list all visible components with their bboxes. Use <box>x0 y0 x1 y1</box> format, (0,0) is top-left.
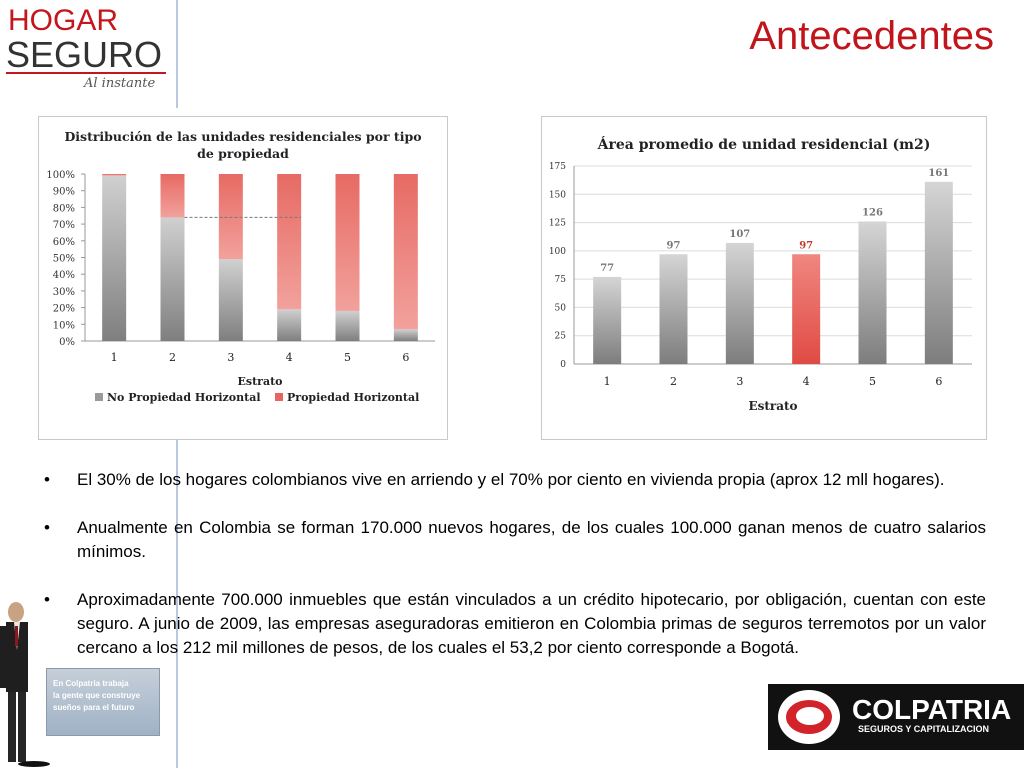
chart1-x-tick-label: 3 <box>227 351 234 364</box>
chart1-title-line1: Distribución de las unidades residencial… <box>64 129 421 144</box>
chart1-x-tick-label: 1 <box>111 351 118 364</box>
chart2-y-tick-label: 0 <box>560 360 566 370</box>
chart1-bar-ph <box>160 174 185 218</box>
chart1-y-tick-label: 90% <box>53 187 75 198</box>
chart1-x-tick-label: 4 <box>286 351 293 364</box>
bullet-text: Anualmente en Colombia se forman 170.000… <box>77 518 986 561</box>
chart2-y-tick-label: 175 <box>549 162 566 172</box>
chart2-data-label: 107 <box>729 229 750 240</box>
chart1-bar-ph <box>393 174 418 330</box>
chart-area: Área promedio de unidad residencial (m2)… <box>541 116 987 440</box>
chart2-y-tick-label: 25 <box>555 332 567 342</box>
chart1-bar-ph <box>102 174 127 176</box>
chart2-bar <box>924 181 953 364</box>
chart1-bar-ph <box>218 174 243 260</box>
left-divider-line <box>176 440 178 768</box>
chart1-y-tick-label: 10% <box>53 320 75 331</box>
bullet-list: • El 30% de los hogares colombianos vive… <box>44 468 986 684</box>
chart2-y-tick-label: 50 <box>555 303 567 313</box>
chart2-data-label: 161 <box>928 168 949 179</box>
header-divider-line <box>176 0 178 108</box>
bullet-text: Aproximadamente 700.000 inmuebles que es… <box>77 590 986 657</box>
bullet-text: El 30% de los hogares colombianos vive e… <box>77 470 945 489</box>
colpatria-brand-sub: SEGUROS Y CAPITALIZACION <box>858 724 990 734</box>
chart2-data-label: 126 <box>862 207 883 218</box>
hogar-seguro-logo: HOGAR SEGURO Al instante <box>6 4 171 99</box>
chart2-bar <box>725 242 754 364</box>
chart2-title: Área promedio de unidad residencial (m2) <box>597 135 931 153</box>
chart2-x-tick-label: 6 <box>935 375 942 388</box>
chart2-x-tick-label: 5 <box>869 375 876 388</box>
logo-underline <box>6 72 166 74</box>
chart-area-svg: Área promedio de unidad residencial (m2)… <box>549 135 972 413</box>
chart2-bar <box>858 221 887 364</box>
sign-line2: la gente que construye <box>53 691 141 700</box>
chart1-y-tick-label: 70% <box>53 220 75 231</box>
chart2-y-tick-label: 150 <box>549 190 566 200</box>
chart1-bar-no-ph <box>218 259 243 341</box>
chart-distribution-svg: Distribución de las unidades residencial… <box>46 129 435 404</box>
colpatria-sign-image: En Colpatria trabaja la gente que constr… <box>46 668 160 736</box>
chart1-y-tick-label: 0% <box>59 337 75 348</box>
chart1-bar-no-ph <box>102 175 127 341</box>
chart1-legend-swatch-no-ph <box>95 393 103 401</box>
chart1-legend-label: Propiedad Horizontal <box>287 391 419 404</box>
chart1-x-axis-label: Estrato <box>238 375 283 388</box>
chart2-x-tick-label: 3 <box>736 375 743 388</box>
chart2-y-tick-label: 75 <box>555 275 567 285</box>
chart2-x-tick-label: 4 <box>803 375 810 388</box>
chart1-bar-no-ph <box>277 309 302 341</box>
chart1-y-tick-label: 20% <box>53 304 75 315</box>
chart2-bar <box>792 254 821 364</box>
chart2-data-label: 97 <box>667 240 681 251</box>
colpatria-brand-name: COLPATRIA <box>852 694 1012 725</box>
chart1-y-tick-label: 60% <box>53 237 75 248</box>
chart2-data-label: 77 <box>600 263 614 274</box>
chart1-y-tick-label: 80% <box>53 203 75 214</box>
businessman-image <box>0 602 50 767</box>
logo-line1: HOGAR <box>8 4 119 37</box>
colpatria-logo: COLPATRIA SEGUROS Y CAPITALIZACION <box>768 684 1024 750</box>
chart2-x-tick-label: 1 <box>604 375 611 388</box>
chart1-y-tick-label: 30% <box>53 287 75 298</box>
chart1-y-tick-label: 50% <box>53 254 75 265</box>
page-title: Antecedentes <box>749 14 994 58</box>
chart1-bar-no-ph <box>393 329 418 341</box>
bullet-dot: • <box>44 518 50 537</box>
chart1-bar-no-ph <box>160 217 185 341</box>
chart1-y-tick-label: 40% <box>53 270 75 281</box>
chart1-x-tick-label: 6 <box>402 351 409 364</box>
chart-distribution: Distribución de las unidades residencial… <box>38 116 448 440</box>
chart2-bar <box>659 254 688 364</box>
chart2-y-tick-label: 125 <box>549 219 566 229</box>
sign-line3: sueños para el futuro <box>53 703 135 712</box>
sign-line1: En Colpatria trabaja <box>53 679 129 688</box>
chart1-bar-no-ph <box>335 310 360 341</box>
chart1-y-tick-label: 100% <box>46 170 75 181</box>
bullet-item: • Anualmente en Colombia se forman 170.0… <box>44 516 986 564</box>
chart1-legend-swatch-ph <box>275 393 283 401</box>
chart2-x-tick-label: 2 <box>670 375 677 388</box>
chart2-data-label: 97 <box>799 240 813 251</box>
chart1-bar-ph <box>335 174 360 311</box>
chart2-bar <box>593 276 622 364</box>
logo-line2: SEGURO <box>6 34 163 75</box>
chart1-legend-label: No Propiedad Horizontal <box>107 391 261 404</box>
chart1-x-tick-label: 2 <box>169 351 176 364</box>
chart2-y-tick-label: 100 <box>549 247 566 257</box>
chart1-x-tick-label: 5 <box>344 351 351 364</box>
chart1-bar-ph <box>277 174 302 310</box>
bullet-dot: • <box>44 470 50 489</box>
bullet-dot: • <box>44 590 50 609</box>
logo-tagline: Al instante <box>84 76 156 91</box>
chart1-title-line2: de propiedad <box>197 146 289 161</box>
chart2-x-axis-label: Estrato <box>748 399 797 413</box>
colpatria-emblem-icon <box>778 690 840 744</box>
bullet-item: • Aproximadamente 700.000 inmuebles que … <box>44 588 986 660</box>
bullet-item: • El 30% de los hogares colombianos vive… <box>44 468 986 492</box>
